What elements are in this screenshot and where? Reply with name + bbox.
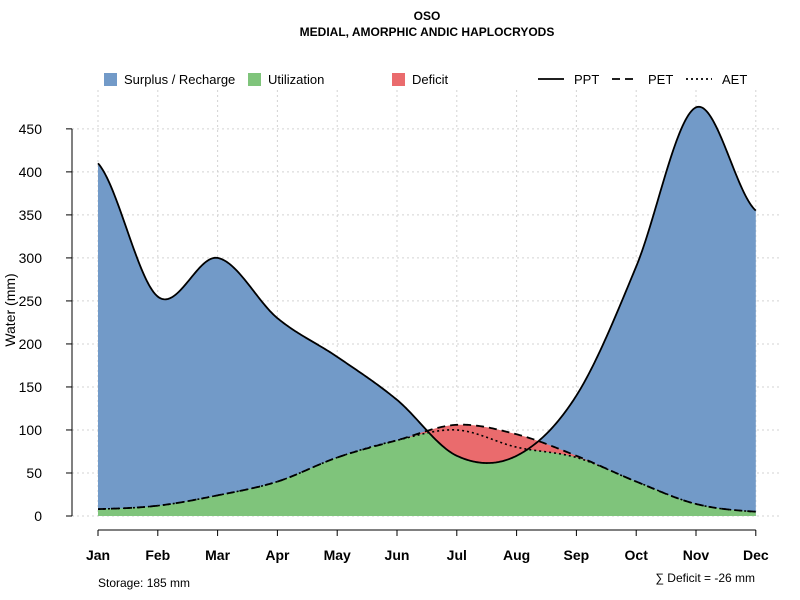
y-tick-label: 100 xyxy=(19,422,43,438)
legend-swatch xyxy=(248,73,261,86)
legend-swatch xyxy=(392,73,405,86)
y-tick-label: 250 xyxy=(19,293,43,309)
y-tick-label: 450 xyxy=(19,121,43,137)
area-layer xyxy=(98,106,756,516)
storage-note: Storage: 185 mm xyxy=(98,576,190,590)
x-tick-label: Oct xyxy=(625,547,649,563)
line-layer xyxy=(97,105,757,513)
x-tick-label: May xyxy=(324,547,351,563)
x-tick-label: Feb xyxy=(145,547,170,563)
legend-label: Surplus / Recharge xyxy=(124,72,235,87)
legend-label: PPT xyxy=(574,72,599,87)
legend-label: Deficit xyxy=(412,72,449,87)
y-tick-label: 350 xyxy=(19,207,43,223)
y-tick-label: 200 xyxy=(19,336,43,352)
x-tick-label: Nov xyxy=(683,547,710,563)
ppt-line xyxy=(97,105,757,464)
utilization-area xyxy=(98,432,756,516)
x-tick-label: Aug xyxy=(503,547,530,563)
legend-swatch xyxy=(104,73,117,86)
y-tick-label: 50 xyxy=(26,465,42,481)
legend-label: AET xyxy=(722,72,747,87)
surplus-area xyxy=(98,106,756,516)
y-tick-label: 300 xyxy=(19,250,43,266)
deficit-note: ∑ Deficit = -26 mm xyxy=(655,571,755,585)
legend: Surplus / Recharge Utilization Deficit PPT P… xyxy=(104,72,747,87)
axes: 0 50 100 150 200 250 300 350 400 450 Jan Feb Mar Apr M… xyxy=(19,121,769,563)
x-tick-label: Jul xyxy=(447,547,467,563)
chart-subtitle: MEDIAL, AMORPHIC ANDIC HAPLOCRYODS xyxy=(300,25,555,39)
legend-label: PET xyxy=(648,72,673,87)
x-tick-label: Apr xyxy=(265,547,290,563)
x-tick-label: Jun xyxy=(385,547,410,563)
x-tick-label: Jan xyxy=(86,547,110,563)
x-tick-label: Mar xyxy=(205,547,230,563)
y-tick-label: 400 xyxy=(19,164,43,180)
chart-title: OSO xyxy=(414,9,441,23)
x-tick-label: Dec xyxy=(743,547,769,563)
y-tick-label: 150 xyxy=(19,379,43,395)
x-tick-label: Sep xyxy=(564,547,590,563)
y-tick-label: 0 xyxy=(34,508,42,524)
y-axis-label: Water (mm) xyxy=(2,273,18,346)
legend-label: Utilization xyxy=(268,72,324,87)
